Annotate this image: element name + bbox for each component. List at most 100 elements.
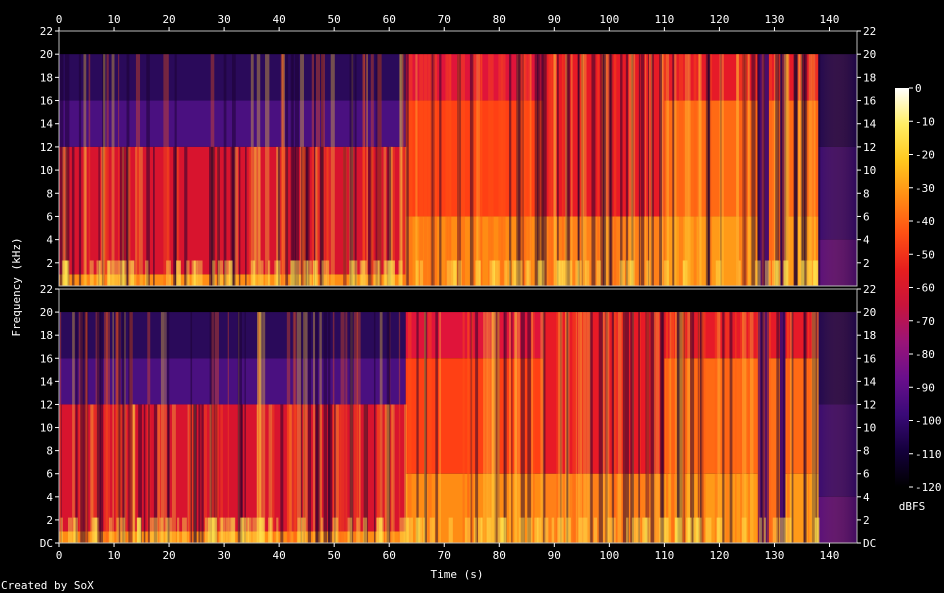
y-tick-left: 20 <box>40 48 53 61</box>
colorbar-gradient <box>895 88 909 487</box>
y-tick-right: 18 <box>863 71 876 84</box>
y-tick-right: 10 <box>863 422 876 435</box>
y-tick-right: 20 <box>863 48 876 61</box>
x-tick-bottom: 110 <box>654 549 674 562</box>
y-tick-left: 4 <box>46 491 53 504</box>
y-tick-right: 4 <box>863 234 870 247</box>
y-tick-left: 2 <box>46 257 53 270</box>
y-tick-left: 16 <box>40 352 53 365</box>
y-tick-left: 10 <box>40 164 53 177</box>
x-tick-bottom: 90 <box>548 549 561 562</box>
x-tick-top: 90 <box>548 13 561 26</box>
y-tick-left: 16 <box>40 95 53 108</box>
y-tick-right: 4 <box>863 491 870 504</box>
y-tick-left: 14 <box>40 118 54 131</box>
y-tick-left: 14 <box>40 375 54 388</box>
x-tick-top: 140 <box>820 13 840 26</box>
x-tick-bottom: 100 <box>599 549 619 562</box>
x-tick-top: 130 <box>765 13 785 26</box>
x-tick-top: 110 <box>654 13 674 26</box>
y-tick-right: 12 <box>863 141 876 154</box>
x-tick-bottom: 0 <box>56 549 63 562</box>
x-tick-bottom: 140 <box>820 549 840 562</box>
x-tick-top: 80 <box>493 13 506 26</box>
x-tick-bottom: 40 <box>273 549 286 562</box>
x-tick-top: 100 <box>599 13 619 26</box>
y-tick-left: DC <box>40 537 53 550</box>
y-tick-left: 22 <box>40 25 53 38</box>
x-axis-label: Time (s) <box>431 568 484 581</box>
x-tick-top: 10 <box>107 13 120 26</box>
y-tick-right: 14 <box>863 375 877 388</box>
colorbar-tick: -40 <box>915 215 935 228</box>
axes: 0 0 10 10 20 20 30 30 40 40 50 50 60 60 70 70 80 80 90 90 10… <box>40 13 877 562</box>
spectrogram-channel-2 <box>58 288 858 544</box>
colorbar-tick: -10 <box>915 115 935 128</box>
y-tick-left: 18 <box>40 71 53 84</box>
colorbar-tick: -50 <box>915 248 935 261</box>
colorbar-tick: -100 <box>915 415 942 428</box>
y-tick-left: 10 <box>40 422 53 435</box>
y-tick-left: 12 <box>40 398 53 411</box>
y-tick-right: 6 <box>863 210 870 223</box>
y-tick-right: 8 <box>863 445 870 458</box>
y-tick-left: 8 <box>46 187 53 200</box>
y-tick-right: 10 <box>863 164 876 177</box>
y-tick-right: 2 <box>863 514 870 527</box>
x-tick-top: 120 <box>709 13 729 26</box>
y-tick-left: 20 <box>40 306 53 319</box>
colorbar-tick: -70 <box>915 315 935 328</box>
y-tick-right: 8 <box>863 187 870 200</box>
y-tick-right: 20 <box>863 306 876 319</box>
y-tick-right: 22 <box>863 25 876 38</box>
x-tick-top: 70 <box>438 13 451 26</box>
colorbar-tick: -110 <box>915 448 942 461</box>
y-tick-left: 2 <box>46 514 53 527</box>
colorbar-tick: -120 <box>915 481 942 494</box>
y-tick-left: 22 <box>40 283 53 296</box>
x-tick-top: 0 <box>56 13 63 26</box>
x-tick-bottom: 20 <box>162 549 175 562</box>
y-tick-left: 8 <box>46 445 53 458</box>
y-tick-left: 6 <box>46 210 53 223</box>
x-tick-bottom: 60 <box>383 549 396 562</box>
y-tick-right: 2 <box>863 257 870 270</box>
colorbar: 0 -10 -20 -30 -40 -50 -60 -70 -80 -90 -100 -110 -120 <box>895 82 942 494</box>
x-tick-bottom: 30 <box>217 549 230 562</box>
x-tick-top: 50 <box>328 13 341 26</box>
y-tick-right: 16 <box>863 352 876 365</box>
footer-credit: Created by SoX <box>1 579 94 592</box>
colorbar-tick: -60 <box>915 282 935 295</box>
y-tick-right: 18 <box>863 329 876 342</box>
colorbar-label: dBFS <box>899 500 926 513</box>
x-tick-bottom: 120 <box>709 549 729 562</box>
y-tick-right: 14 <box>863 118 877 131</box>
x-tick-bottom: 80 <box>493 549 506 562</box>
y-tick-right: DC <box>863 537 876 550</box>
x-tick-bottom: 10 <box>107 549 120 562</box>
spectrogram-channel-1 <box>58 30 858 287</box>
colorbar-tick: -80 <box>915 348 935 361</box>
y-tick-right: 22 <box>863 283 876 296</box>
x-tick-bottom: 130 <box>765 549 785 562</box>
colorbar-tick: -30 <box>915 182 935 195</box>
x-tick-bottom: 50 <box>328 549 341 562</box>
x-tick-top: 40 <box>273 13 286 26</box>
y-tick-right: 6 <box>863 468 870 481</box>
colorbar-tick: 0 <box>915 82 922 95</box>
y-tick-right: 16 <box>863 95 876 108</box>
colorbar-tick: -20 <box>915 149 935 162</box>
x-tick-top: 30 <box>217 13 230 26</box>
y-tick-left: 18 <box>40 329 53 342</box>
x-tick-bottom: 70 <box>438 549 451 562</box>
y-tick-right: 12 <box>863 398 876 411</box>
y-tick-left: 12 <box>40 141 53 154</box>
x-tick-top: 20 <box>162 13 175 26</box>
colorbar-tick: -90 <box>915 381 935 394</box>
x-tick-top: 60 <box>383 13 396 26</box>
spectrogram-plots <box>58 30 858 544</box>
y-tick-left: 6 <box>46 468 53 481</box>
y-axis-label: Frequency (kHz) <box>10 237 23 336</box>
y-tick-left: 4 <box>46 234 53 247</box>
